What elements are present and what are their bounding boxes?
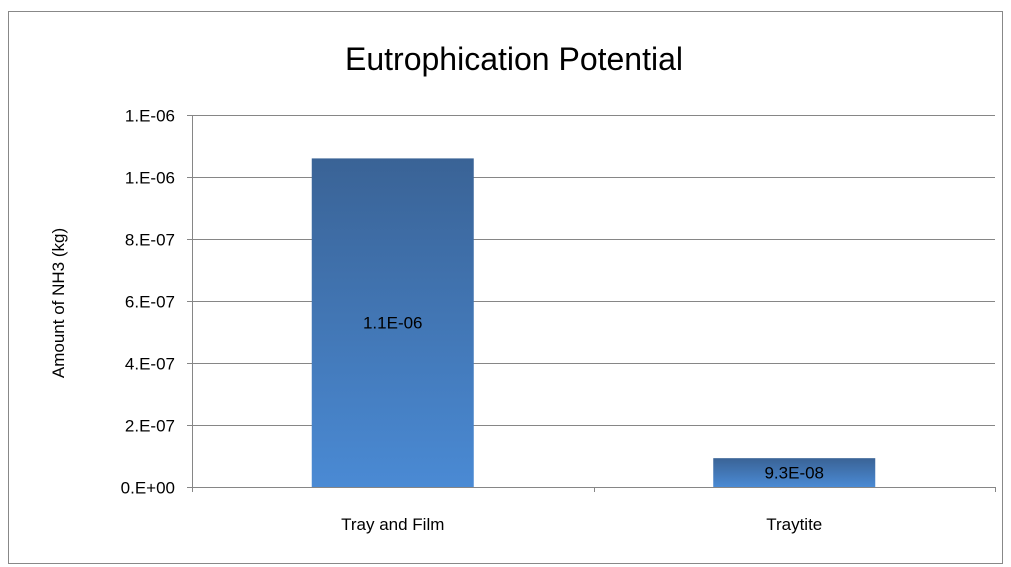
- x-tick-label: Tray and Film: [341, 515, 444, 534]
- bars: [311, 158, 876, 487]
- y-tick-label: 0.E+00: [121, 479, 175, 498]
- data-label: 9.3E-08: [764, 464, 824, 483]
- y-tick-label: 4.E-07: [125, 355, 175, 374]
- bar: [713, 458, 876, 487]
- y-tick-label: 8.E-07: [125, 231, 175, 250]
- data-label: 1.1E-06: [363, 314, 423, 333]
- y-tick-label: 1.E-06: [125, 169, 175, 188]
- chart-title: Eutrophication Potential: [345, 41, 683, 77]
- bar: [311, 158, 474, 487]
- y-axis-title: Amount of NH3 (kg): [49, 228, 68, 378]
- y-tick-label: 6.E-07: [125, 293, 175, 312]
- labels: 0.E+00 2.E-07 4.E-07 6.E-07 8.E-07 1.E-06 1.E-…: [121, 107, 824, 535]
- y-tick-label: 1.E-06: [125, 107, 175, 126]
- axes: [187, 115, 996, 492]
- y-tick-label: 2.E-07: [125, 417, 175, 436]
- x-tick-label: Traytite: [766, 515, 822, 534]
